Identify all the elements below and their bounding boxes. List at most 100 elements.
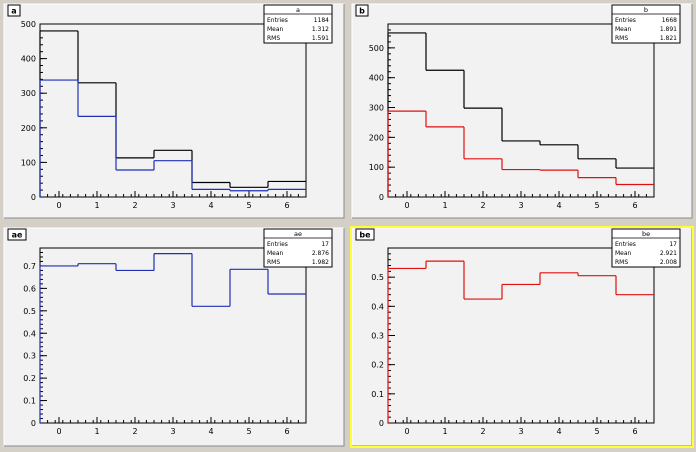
y-tick-label: 100 bbox=[369, 163, 384, 172]
x-tick-label: 6 bbox=[632, 427, 637, 436]
x-tick-label: 6 bbox=[284, 427, 289, 436]
stats-label: Mean bbox=[267, 250, 284, 257]
x-tick-label: 4 bbox=[208, 201, 213, 210]
y-tick-label: 0 bbox=[31, 419, 36, 428]
y-tick-label: 0.2 bbox=[371, 361, 384, 370]
y-tick-label: 0.3 bbox=[371, 332, 384, 341]
y-tick-label: 0.6 bbox=[23, 284, 36, 293]
x-tick-label: 4 bbox=[556, 427, 561, 436]
stats-label: Entries bbox=[615, 17, 636, 24]
y-tick-label: 400 bbox=[21, 55, 36, 64]
x-tick-label: 3 bbox=[518, 201, 523, 210]
pad-ae[interactable]: 0 0.1 0.2 0.3 0.4 0.5 0.6 0.7 0 1 2 3 4 5 6 ae ae Entries… bbox=[3, 227, 345, 447]
pad-shadow-edge bbox=[4, 228, 345, 447]
x-tick-label: 0 bbox=[404, 201, 409, 210]
x-tick-label: 2 bbox=[132, 427, 137, 436]
stats-label: Mean bbox=[267, 26, 284, 33]
x-tick-label: 5 bbox=[594, 201, 599, 210]
y-tick-label: 0.2 bbox=[23, 374, 36, 383]
y-tick-label: 500 bbox=[369, 44, 384, 53]
pad-tag-label: be bbox=[359, 231, 371, 240]
stats-label: Mean bbox=[615, 26, 632, 33]
x-tick-label: 0 bbox=[56, 201, 61, 210]
x-tick-label: 1 bbox=[94, 427, 99, 436]
stats-label: RMS bbox=[615, 35, 628, 42]
histogram-series-2 bbox=[39, 79, 306, 197]
stats-value: 1668 bbox=[662, 17, 677, 24]
x-tick-label: 2 bbox=[132, 201, 137, 210]
histogram-series-2 bbox=[387, 110, 654, 197]
pad-be[interactable]: 0 0.1 0.2 0.3 0.4 0.5 0 1 2 3 4 5 6 be be Entries 17 Mean… bbox=[350, 226, 694, 448]
pad-b[interactable]: 0 100 200 300 400 500 0 1 2 3 4 5 6 b b Entries 1668 Mean… bbox=[351, 3, 693, 219]
stats-label: Entries bbox=[267, 241, 288, 248]
pad-a[interactable]: 0 100 200 300 400 500 0 1 2 3 4 5 6 a a Entries 1184 Mean… bbox=[3, 3, 345, 219]
y-tick-label: 0.1 bbox=[23, 397, 36, 406]
stats-value: 1.591 bbox=[312, 35, 329, 42]
y-tick-label: 400 bbox=[369, 74, 384, 83]
y-tick-label: 200 bbox=[21, 124, 36, 133]
y-tick-label: 0.5 bbox=[23, 307, 36, 316]
pad-tag-label: b bbox=[359, 7, 365, 16]
stats-value: 1.312 bbox=[312, 26, 329, 33]
y-tick-label: 0.7 bbox=[23, 262, 36, 271]
stats-title: b bbox=[644, 6, 648, 14]
stats-value: 1.891 bbox=[660, 26, 677, 33]
x-tick-label: 4 bbox=[208, 427, 213, 436]
x-tick-label: 6 bbox=[284, 201, 289, 210]
stats-value: 2.876 bbox=[312, 250, 329, 257]
y-tick-label: 0.4 bbox=[371, 302, 384, 311]
x-tick-label: 4 bbox=[556, 201, 561, 210]
pad-tag-box bbox=[7, 228, 27, 241]
pad-selection-highlight bbox=[350, 226, 694, 448]
y-tick-label: 0.5 bbox=[371, 273, 384, 282]
y-tick-label: 300 bbox=[21, 89, 36, 98]
y-tick-label: 300 bbox=[369, 104, 384, 113]
pad-shadow-edge bbox=[352, 4, 693, 219]
pad-tag-box bbox=[7, 4, 21, 17]
stats-box bbox=[611, 228, 681, 268]
x-tick-label: 5 bbox=[246, 201, 251, 210]
y-tick-label: 500 bbox=[21, 20, 36, 29]
x-tick-label: 2 bbox=[480, 201, 485, 210]
stats-value: 2.921 bbox=[660, 250, 677, 257]
x-tick-label: 5 bbox=[246, 427, 251, 436]
histogram-series-1 bbox=[39, 253, 306, 423]
stats-value: 2.008 bbox=[660, 259, 677, 266]
stats-label: RMS bbox=[267, 35, 280, 42]
stats-label: RMS bbox=[267, 259, 280, 266]
x-tick-label: 5 bbox=[594, 427, 599, 436]
pad-tag-label: a bbox=[11, 7, 16, 16]
pad-tag-box bbox=[355, 4, 369, 17]
x-tick-label: 1 bbox=[442, 201, 447, 210]
x-tick-label: 0 bbox=[404, 427, 409, 436]
y-tick-label: 0 bbox=[379, 419, 384, 428]
pad-tag-box bbox=[355, 228, 375, 241]
y-tick-label: 0.4 bbox=[23, 329, 36, 338]
pad-shadow-edge bbox=[4, 4, 345, 219]
histogram-series-1 bbox=[387, 260, 654, 423]
stats-label: Entries bbox=[615, 241, 636, 248]
x-tick-label: 3 bbox=[518, 427, 523, 436]
x-tick-label: 2 bbox=[480, 427, 485, 436]
stats-title: a bbox=[296, 6, 300, 14]
stats-value: 1.982 bbox=[312, 259, 329, 266]
stats-title: ae bbox=[294, 230, 302, 238]
x-tick-label: 1 bbox=[94, 201, 99, 210]
stats-label: Entries bbox=[267, 17, 288, 24]
y-tick-label: 200 bbox=[369, 133, 384, 142]
y-tick-label: 0 bbox=[31, 193, 36, 202]
stats-label: Mean bbox=[615, 250, 632, 257]
pad-tag-label: ae bbox=[12, 231, 23, 240]
y-tick-label: 100 bbox=[21, 158, 36, 167]
x-tick-label: 0 bbox=[56, 427, 61, 436]
stats-box bbox=[263, 4, 333, 44]
x-tick-label: 1 bbox=[442, 427, 447, 436]
stats-label: RMS bbox=[615, 259, 628, 266]
x-tick-label: 3 bbox=[170, 201, 175, 210]
y-tick-label: 0.3 bbox=[23, 352, 36, 361]
stats-title: be bbox=[642, 230, 650, 238]
stats-value: 17 bbox=[669, 241, 677, 248]
y-tick-label: 0.1 bbox=[371, 390, 384, 399]
stats-value: 1184 bbox=[314, 17, 329, 24]
